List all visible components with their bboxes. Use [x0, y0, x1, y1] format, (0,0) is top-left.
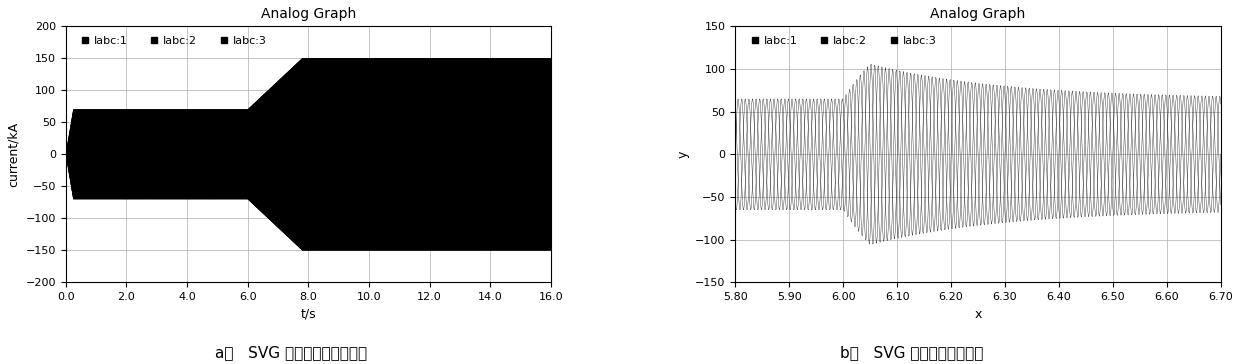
Y-axis label: current/kA: current/kA — [7, 122, 20, 187]
Title: Analog Graph: Analog Graph — [260, 7, 356, 21]
Text: b）   SVG 投入振荡抑制功能: b） SVG 投入振荡抑制功能 — [839, 345, 983, 360]
Text: a）   SVG 不投入振荡抑制功能: a） SVG 不投入振荡抑制功能 — [216, 345, 367, 360]
Title: Analog Graph: Analog Graph — [930, 7, 1025, 21]
X-axis label: x: x — [975, 308, 982, 321]
X-axis label: t/s: t/s — [300, 308, 316, 321]
Legend: Iabc:1, Iabc:2, Iabc:3: Iabc:1, Iabc:2, Iabc:3 — [745, 32, 941, 51]
Legend: Iabc:1, Iabc:2, Iabc:3: Iabc:1, Iabc:2, Iabc:3 — [76, 32, 272, 51]
Y-axis label: y: y — [677, 151, 689, 158]
